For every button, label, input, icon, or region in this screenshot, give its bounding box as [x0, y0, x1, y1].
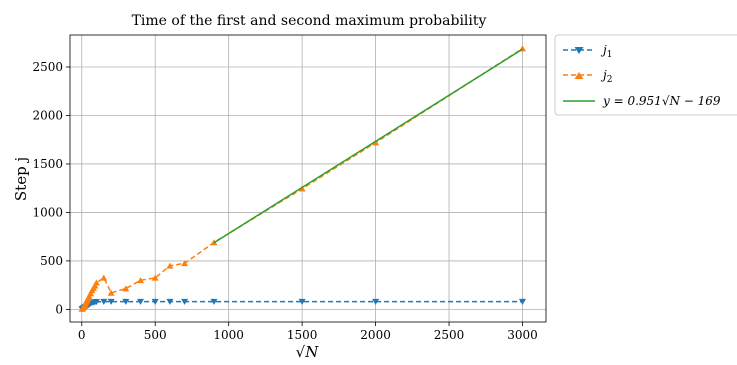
- data-point-j1: [107, 298, 115, 305]
- legend-entry-j1: j1: [563, 43, 612, 60]
- data-point-j1: [92, 299, 100, 306]
- data-point-j2: [181, 260, 189, 267]
- x-axis-label-text: √N: [296, 343, 320, 361]
- grid: [70, 35, 546, 322]
- y-axis-label-text: Step j: [12, 157, 30, 201]
- y-axis-label: Step j: [12, 157, 30, 201]
- legend-sub-j2: 2: [607, 75, 613, 85]
- triangle-up-icon: [574, 72, 584, 79]
- x-tick-label: 3000: [507, 328, 538, 342]
- y-tick-label: 0: [55, 302, 63, 316]
- x-tick-label: 2500: [434, 328, 465, 342]
- data-point-j2: [372, 139, 380, 146]
- y-tick-label: 2500: [32, 60, 63, 74]
- plot-frame: [69, 34, 547, 323]
- legend: j1 j2 y = 0.951√N − 169: [554, 34, 737, 116]
- data-point-j1: [181, 298, 189, 305]
- legend-label-fit: y = 0.951√N − 169: [602, 94, 721, 108]
- data-point-j2: [137, 277, 145, 284]
- legend-sub-j1: 1: [607, 50, 613, 60]
- legend-box: [554, 34, 737, 116]
- series-line-j2: [81, 47, 523, 310]
- data-point-j2: [100, 274, 108, 281]
- data-point-j1: [137, 298, 145, 305]
- data-point-j1: [518, 298, 526, 305]
- data-point-j2: [151, 274, 159, 281]
- legend-entry-j2: j2: [563, 68, 612, 85]
- svg-text:√N: √N: [296, 343, 320, 361]
- data-point-j1: [210, 298, 218, 305]
- x-tick-label: 1500: [287, 328, 318, 342]
- y-tick-label: 1000: [32, 205, 63, 219]
- x-tick-label: 1000: [213, 328, 244, 342]
- data-point-j2: [166, 262, 174, 269]
- x-tick-label: 0: [78, 328, 86, 342]
- data-point-j1: [166, 298, 174, 305]
- chart-title: Time of the first and second maximum pro…: [132, 13, 487, 29]
- y-tick-label: 500: [40, 254, 63, 268]
- y-tick-label: 1500: [32, 157, 63, 171]
- data-point-j2: [298, 185, 306, 192]
- data-point-j1: [298, 298, 306, 305]
- data-point-j1: [151, 298, 159, 305]
- y-tick-label: 2000: [32, 108, 63, 122]
- series-layer: [78, 45, 526, 313]
- series-line-fit: [213, 48, 523, 244]
- data-point-j1: [372, 298, 380, 305]
- legend-label-j2: j: [600, 68, 607, 82]
- legend-entry-fit: y = 0.951√N − 169: [563, 94, 721, 108]
- series-fit: [213, 48, 523, 244]
- data-point-j2: [107, 289, 115, 296]
- data-point-j2: [92, 279, 100, 286]
- legend-label-j1: j: [600, 43, 607, 57]
- data-point-j2: [122, 285, 130, 292]
- svg-text:j1: j1: [600, 43, 612, 60]
- triangle-down-icon: [574, 47, 584, 54]
- svg-text:j2: j2: [600, 68, 612, 85]
- x-tick-label: 500: [144, 328, 167, 342]
- data-point-j1: [122, 298, 130, 305]
- x-axis-label: √N: [296, 343, 320, 361]
- ticks: 0 500 1000 1500 2000 2500 3000 0 500 1000 1500 2000…: [32, 60, 537, 342]
- x-tick-label: 2000: [360, 328, 391, 342]
- data-point-j1: [100, 298, 108, 305]
